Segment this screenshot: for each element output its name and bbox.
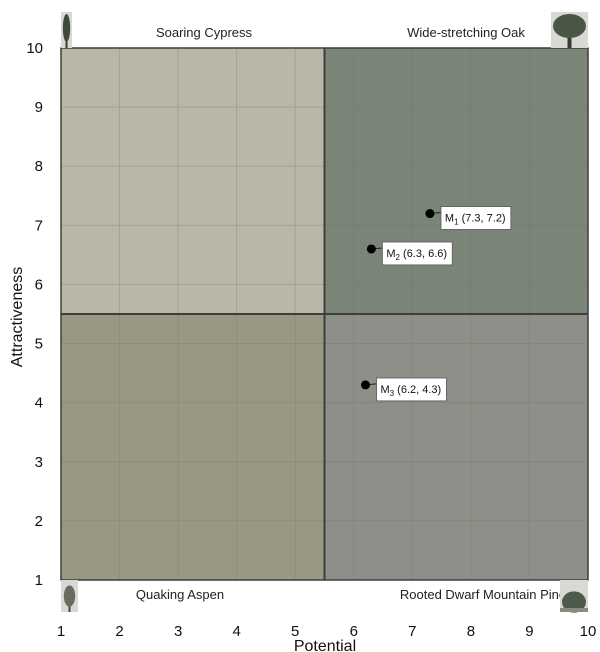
quadrant-label-top-right: Wide-stretching Oak xyxy=(407,25,525,40)
quadrant-top-left xyxy=(61,48,325,314)
x-tick-label: 7 xyxy=(408,623,416,640)
ground xyxy=(560,608,588,612)
tree-crown xyxy=(63,585,76,607)
quadrant-bottom-left xyxy=(61,314,325,580)
x-axis-label: Potential xyxy=(294,638,356,652)
x-tick-label: 9 xyxy=(525,623,533,640)
y-axis-label: Attractiveness xyxy=(9,267,26,367)
cypress-tree-icon xyxy=(61,12,72,48)
tree-crown xyxy=(62,14,71,42)
quadrant-label-bottom-left: Quaking Aspen xyxy=(136,587,224,602)
plot-border xyxy=(60,47,589,581)
point-marker xyxy=(360,380,370,390)
y-tick-label: 6 xyxy=(35,276,43,293)
point-marker xyxy=(366,244,376,254)
quadrant-layer xyxy=(61,48,588,580)
oak-tree-icon xyxy=(551,12,588,48)
tree-icon-layer xyxy=(61,12,588,613)
dwarf-pine-tree-icon xyxy=(560,580,588,613)
quadrant-bottom-right xyxy=(324,314,588,580)
point-layer: M1 (7.3, 7.2) M2 (6.3, 6.6) M3 (6.2, 4.3) xyxy=(360,206,512,402)
aspen-tree-icon xyxy=(61,580,78,612)
quadrant-label-top-left: Soaring Cypress xyxy=(156,25,253,40)
y-tick-label: 8 xyxy=(35,158,43,175)
x-tick-label: 6 xyxy=(350,623,358,640)
point-label-box xyxy=(440,206,512,231)
tree-trunk xyxy=(65,40,68,48)
x-tick-label: 1 xyxy=(57,623,65,640)
x-tick-label: 5 xyxy=(291,623,299,640)
data-point-M1: M1 (7.3, 7.2) xyxy=(425,206,512,231)
point-label-box xyxy=(381,241,453,266)
point-label: M1 (7.3, 7.2) xyxy=(445,213,506,227)
data-point-M3: M3 (6.2, 4.3) xyxy=(360,377,447,402)
y-tick-label: 5 xyxy=(35,336,43,353)
divider-layer xyxy=(60,47,589,581)
y-tick-label: 9 xyxy=(35,99,43,116)
y-tick-label: 4 xyxy=(35,395,43,412)
x-tick-label: 8 xyxy=(467,623,475,640)
tree-crown xyxy=(562,591,586,613)
y-tick-label: 10 xyxy=(26,40,43,57)
point-label: M3 (6.2, 4.3) xyxy=(380,384,441,398)
y-tick-label: 1 xyxy=(35,572,43,589)
tree-trunk xyxy=(567,34,572,48)
tick-layer: 1 2 3 4 5 6 7 8 9 10 1 2 3 4 5 6 7 8 9 10 xyxy=(26,40,596,640)
y-tick-label: 2 xyxy=(35,513,43,530)
x-tick-label: 2 xyxy=(115,623,123,640)
tree-crown xyxy=(553,14,586,38)
data-point-M2: M2 (6.3, 6.6) xyxy=(366,241,453,266)
x-tick-label: 10 xyxy=(580,623,597,640)
point-marker xyxy=(425,209,435,219)
quadrant-top-right xyxy=(324,48,588,314)
quadrant-label-bottom-right: Rooted Dwarf Mountain Pine xyxy=(400,587,566,602)
point-label-box xyxy=(375,377,447,402)
x-tick-label: 4 xyxy=(232,623,240,640)
y-tick-label: 3 xyxy=(35,454,43,471)
point-label: M2 (6.3, 6.6) xyxy=(386,248,447,262)
quadrant-label-layer: Soaring Cypress Wide-stretching Oak Quakin… xyxy=(136,25,566,602)
y-tick-label: 7 xyxy=(35,217,43,234)
x-tick-label: 3 xyxy=(174,623,182,640)
